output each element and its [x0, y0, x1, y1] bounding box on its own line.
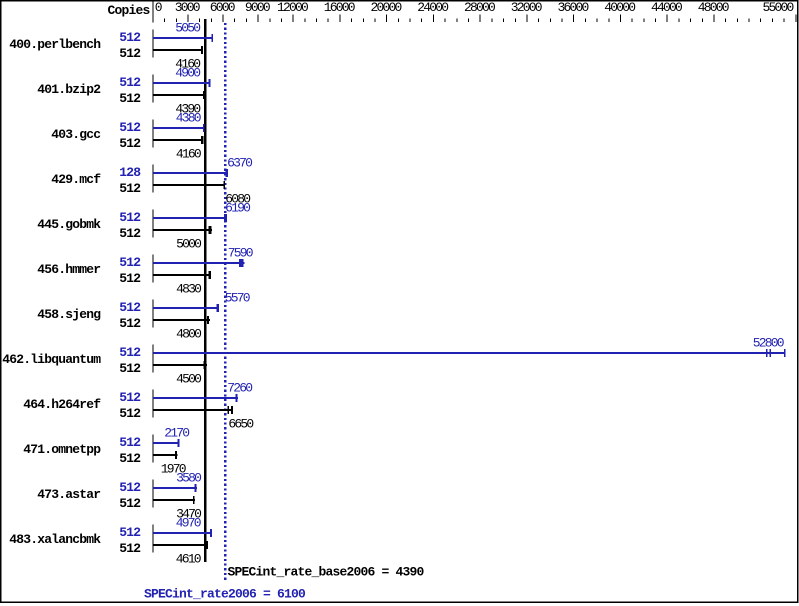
svg-text:52800: 52800 [753, 336, 784, 351]
svg-text:4610: 4610 [176, 551, 201, 566]
svg-text:512: 512 [119, 406, 141, 421]
svg-text:512: 512 [119, 120, 141, 135]
svg-text:4160: 4160 [175, 56, 200, 71]
svg-text:Copies: Copies [107, 3, 150, 18]
svg-text:512: 512 [119, 30, 141, 45]
svg-text:SPECint_rate2006 = 6100: SPECint_rate2006 = 6100 [144, 586, 306, 601]
svg-text:5570: 5570 [225, 291, 250, 306]
svg-text:512: 512 [119, 316, 141, 331]
svg-text:28000: 28000 [464, 0, 495, 15]
svg-text:9000: 9000 [245, 0, 270, 15]
svg-text:4500: 4500 [176, 371, 201, 386]
svg-text:44000: 44000 [651, 0, 682, 15]
svg-text:55000: 55000 [762, 0, 793, 15]
svg-text:5050: 5050 [175, 21, 200, 36]
svg-text:512: 512 [119, 541, 141, 556]
svg-text:6080: 6080 [225, 191, 250, 206]
svg-text:4830: 4830 [176, 281, 201, 296]
svg-text:6000: 6000 [210, 0, 235, 15]
svg-text:512: 512 [119, 451, 141, 466]
svg-text:462.libquantum: 462.libquantum [2, 352, 101, 367]
svg-text:512: 512 [119, 46, 141, 61]
svg-text:3470: 3470 [176, 506, 201, 521]
svg-text:1970: 1970 [161, 461, 186, 476]
svg-text:4900: 4900 [175, 66, 200, 81]
svg-text:512: 512 [119, 210, 141, 225]
svg-text:24000: 24000 [417, 0, 448, 15]
svg-text:464.h264ref: 464.h264ref [23, 397, 101, 412]
svg-text:512: 512 [119, 361, 141, 376]
svg-text:3580: 3580 [176, 471, 201, 486]
svg-text:6650: 6650 [228, 416, 253, 431]
svg-text:429.mcf: 429.mcf [51, 172, 101, 187]
svg-text:512: 512 [119, 435, 141, 450]
svg-text:7260: 7260 [227, 381, 252, 396]
svg-text:5000: 5000 [176, 236, 201, 251]
svg-text:400.perlbench: 400.perlbench [9, 37, 101, 52]
svg-text:20000: 20000 [370, 0, 401, 15]
svg-text:512: 512 [119, 345, 141, 360]
svg-text:483.xalancbmk: 483.xalancbmk [9, 532, 101, 547]
svg-text:0: 0 [155, 0, 162, 15]
svg-text:403.gcc: 403.gcc [51, 127, 101, 142]
svg-text:6190: 6190 [225, 201, 250, 216]
svg-text:512: 512 [119, 271, 141, 286]
svg-text:32000: 32000 [511, 0, 542, 15]
svg-text:401.bzip2: 401.bzip2 [37, 82, 101, 97]
svg-text:16000: 16000 [324, 0, 355, 15]
svg-text:48000: 48000 [698, 0, 729, 15]
svg-text:473.astar: 473.astar [37, 487, 100, 502]
svg-text:512: 512 [119, 226, 141, 241]
svg-text:4380: 4380 [176, 111, 201, 126]
svg-text:512: 512 [119, 91, 141, 106]
svg-text:458.sjeng: 458.sjeng [37, 307, 101, 322]
svg-text:4970: 4970 [176, 516, 201, 531]
svg-text:7590: 7590 [228, 246, 253, 261]
svg-text:471.omnetpp: 471.omnetpp [23, 442, 101, 457]
svg-text:12000: 12000 [277, 0, 308, 15]
svg-text:40000: 40000 [604, 0, 635, 15]
svg-text:4390: 4390 [175, 101, 200, 116]
svg-text:6370: 6370 [227, 156, 252, 171]
svg-text:512: 512 [119, 255, 141, 270]
svg-text:512: 512 [119, 300, 141, 315]
svg-text:512: 512 [119, 181, 141, 196]
svg-text:4800: 4800 [176, 326, 201, 341]
svg-text:512: 512 [119, 480, 141, 495]
svg-text:2170: 2170 [164, 426, 189, 441]
svg-text:445.gobmk: 445.gobmk [37, 217, 101, 232]
svg-text:SPECint_rate_base2006 = 4390: SPECint_rate_base2006 = 4390 [228, 564, 425, 579]
svg-text:4160: 4160 [176, 146, 201, 161]
svg-text:36000: 36000 [557, 0, 588, 15]
svg-text:456.hmmer: 456.hmmer [37, 262, 100, 277]
svg-text:512: 512 [119, 75, 141, 90]
svg-text:512: 512 [119, 390, 141, 405]
svg-text:512: 512 [119, 136, 141, 151]
svg-text:3000: 3000 [175, 0, 200, 15]
svg-text:512: 512 [119, 496, 141, 511]
svg-text:512: 512 [119, 525, 141, 540]
svg-text:128: 128 [119, 165, 141, 180]
